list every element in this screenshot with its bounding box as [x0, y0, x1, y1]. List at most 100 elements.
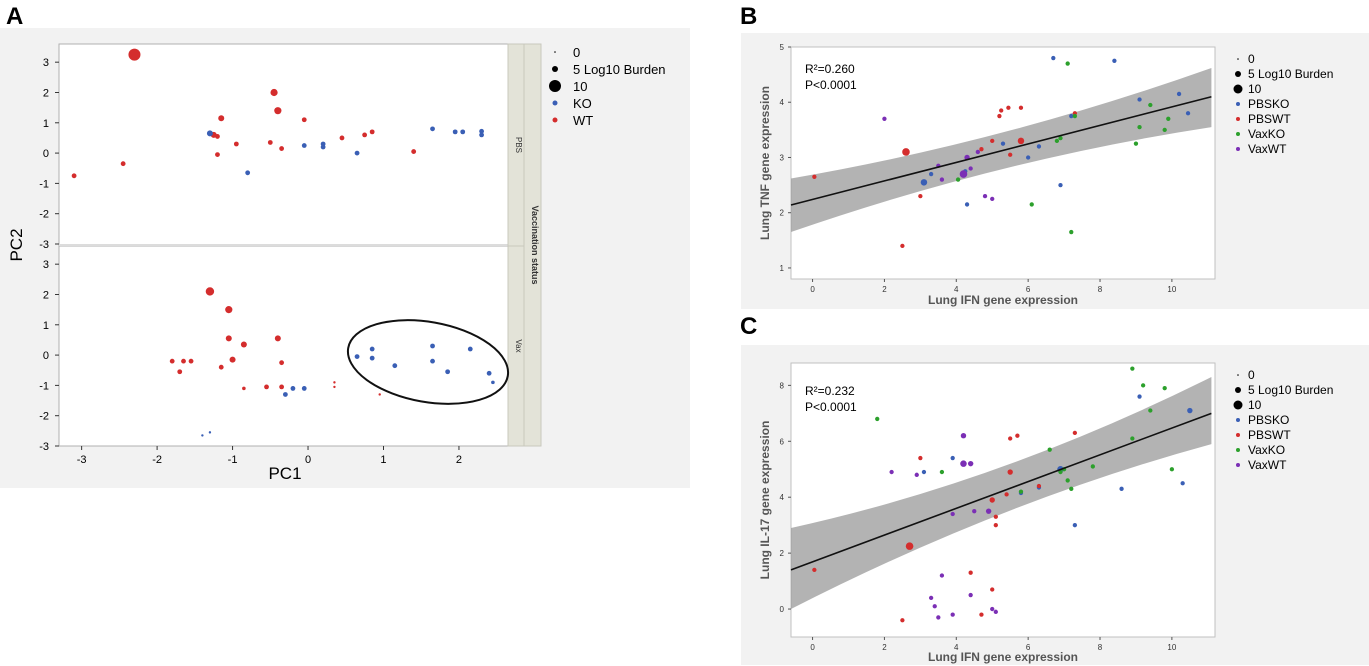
point-pbswt	[993, 514, 998, 519]
point-pbs-ko	[430, 126, 435, 132]
legend-color-marker-a	[552, 100, 558, 106]
point-vaxko	[1065, 61, 1070, 66]
point-pbs-wt	[71, 173, 77, 179]
point-vaxko	[939, 469, 945, 475]
ko-cluster-ellipse	[346, 319, 510, 405]
point-pbs-wt	[218, 115, 225, 122]
point-pbsko	[964, 202, 970, 207]
point-pbsko	[1137, 97, 1142, 102]
panel-label-b: B	[740, 3, 758, 30]
point-vaxwt	[936, 615, 941, 620]
point-vaxko	[1130, 436, 1135, 441]
legend-color-label-c: PBSKO	[1248, 413, 1289, 427]
point-pbswt	[990, 587, 995, 592]
point-vax-ko	[301, 386, 307, 391]
point-vax-ko	[445, 369, 451, 375]
x-tick-label-a: -2	[152, 454, 162, 466]
point-pbswt	[900, 618, 905, 623]
point-pbs-ko	[320, 144, 326, 150]
point-pbswt	[1015, 433, 1020, 438]
legend-size-label-a: 0	[573, 45, 580, 60]
facet-vax-frame	[58, 245, 509, 447]
point-pbsko	[1112, 58, 1117, 63]
point-vax-wt	[279, 360, 285, 366]
point-pbswt	[812, 174, 817, 179]
point-vaxko	[1072, 113, 1078, 119]
point-vax-ko	[392, 363, 398, 369]
point-pbsko	[928, 171, 934, 177]
point-vax-wt	[264, 384, 269, 390]
point-pbs-ko	[245, 170, 251, 176]
point-pbswt	[1006, 105, 1011, 110]
y-axis-label-a: PC2	[7, 228, 26, 261]
point-pbswt	[900, 243, 905, 249]
y-tick-label-b: 2	[780, 209, 785, 218]
legend-color-label-c: PBSWT	[1248, 428, 1291, 442]
legend-size-marker-b	[1235, 71, 1241, 77]
facet-pbs-frame	[58, 43, 509, 274]
point-pbswt	[905, 542, 914, 550]
facet-label-pbs: PBS	[514, 137, 523, 153]
point-vax-wt	[188, 358, 194, 364]
panel-label-c: C	[740, 313, 758, 340]
x-tick-label-b: 6	[1026, 285, 1031, 294]
fit-line-c	[790, 412, 1212, 571]
legend-color-label-b: PBSKO	[1248, 97, 1289, 111]
legend-size-marker-c	[1235, 387, 1241, 393]
legend-size-marker-c	[1233, 400, 1243, 410]
point-vaxwt	[968, 592, 973, 598]
point-vaxwt	[990, 606, 995, 612]
legend-size-marker-c	[1237, 374, 1239, 376]
point-pbs-wt	[270, 88, 278, 97]
point-vax-wt	[274, 335, 281, 342]
facet-title: Vaccination status	[530, 205, 540, 284]
y-tick-label-c: 4	[780, 493, 785, 502]
x-tick-label-a: 1	[380, 454, 386, 466]
y-tick-label-a: -2	[39, 411, 49, 423]
point-pbswt	[1036, 483, 1042, 489]
point-vaxko	[1029, 202, 1034, 207]
x-tick-label-a: 0	[305, 454, 311, 466]
point-pbsko	[1180, 481, 1185, 486]
point-pbswt	[918, 455, 923, 461]
facet-divider	[59, 244, 508, 246]
point-pbs-ko	[206, 130, 213, 137]
point-pbs-wt	[301, 117, 307, 123]
facet-strip-outer	[523, 43, 542, 447]
point-pbsko	[1058, 182, 1063, 188]
y-tick-label-b: 3	[780, 153, 785, 162]
point-pbsko	[1185, 111, 1191, 116]
point-vaxko	[1130, 366, 1135, 371]
point-vax-wt	[229, 356, 236, 363]
point-vax-wt	[279, 384, 285, 390]
point-vax-ko	[201, 434, 204, 437]
y-tick-label-a: -1	[39, 380, 49, 392]
legend-size-marker-b	[1237, 58, 1239, 60]
y-tick-label-a: 3	[43, 259, 49, 271]
y-tick-label-a: -1	[39, 178, 49, 190]
point-pbsko	[1026, 155, 1031, 160]
legend-size-label-b: 0	[1248, 52, 1255, 66]
point-vaxko	[1148, 408, 1153, 413]
y-tick-label-a: 0	[43, 350, 49, 362]
confidence-band-c	[791, 376, 1212, 610]
legend-color-marker-a	[552, 117, 558, 123]
point-vaxwt	[993, 609, 998, 614]
point-vax-wt	[169, 358, 175, 364]
legend-color-marker-b	[1236, 147, 1240, 151]
y-tick-label-c: 6	[780, 437, 785, 446]
point-pbswt	[968, 570, 973, 575]
point-vax-ko	[282, 392, 288, 397]
legend-color-label-a: KO	[573, 96, 592, 111]
point-vaxwt	[950, 511, 955, 517]
point-vax-wt	[333, 385, 336, 389]
legend-color-label-a: WT	[573, 113, 593, 128]
point-vaxwt	[959, 170, 968, 178]
point-vaxko	[1140, 383, 1146, 388]
r2-label-c: R²=0.232	[805, 384, 855, 398]
point-vaxko	[1133, 141, 1139, 146]
point-vaxwt	[960, 460, 967, 467]
point-pbswt	[993, 523, 998, 528]
x-tick-label-b: 2	[882, 285, 887, 294]
